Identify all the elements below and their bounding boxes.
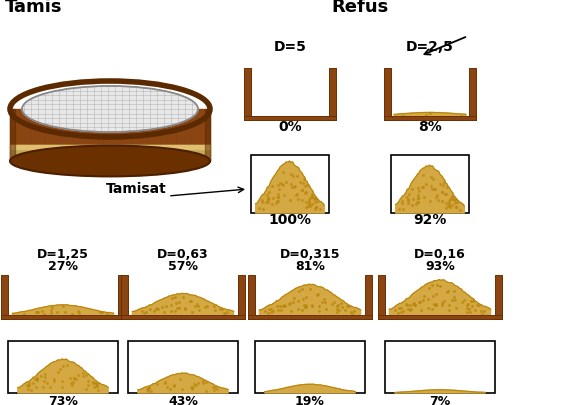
- Text: 92%: 92%: [413, 213, 446, 226]
- Bar: [118, 275, 125, 319]
- Bar: [384, 69, 391, 121]
- Text: 8%: 8%: [418, 120, 442, 134]
- Bar: [365, 275, 372, 319]
- Polygon shape: [10, 146, 210, 149]
- Bar: [1, 315, 125, 319]
- Bar: [121, 315, 245, 319]
- Bar: [384, 117, 476, 121]
- Bar: [378, 315, 502, 319]
- Text: 27%: 27%: [48, 259, 78, 272]
- Text: Tamis: Tamis: [5, 0, 62, 16]
- Polygon shape: [10, 110, 15, 162]
- Bar: [469, 69, 476, 121]
- Text: D=0,16: D=0,16: [414, 247, 466, 260]
- Polygon shape: [138, 373, 228, 393]
- Polygon shape: [12, 305, 114, 315]
- Text: 7%: 7%: [430, 394, 450, 405]
- Text: 100%: 100%: [269, 213, 311, 226]
- Polygon shape: [10, 146, 210, 162]
- Polygon shape: [395, 390, 485, 393]
- Text: D=1,25: D=1,25: [37, 247, 89, 260]
- Polygon shape: [18, 359, 108, 393]
- Bar: [391, 156, 469, 213]
- Polygon shape: [132, 294, 234, 315]
- Bar: [495, 275, 502, 319]
- Text: 93%: 93%: [425, 259, 455, 272]
- Text: D=0,315: D=0,315: [280, 247, 340, 260]
- Bar: [378, 275, 385, 319]
- Polygon shape: [260, 284, 360, 315]
- Bar: [1, 275, 8, 319]
- Bar: [248, 315, 372, 319]
- Bar: [121, 275, 128, 319]
- Ellipse shape: [10, 146, 210, 177]
- Polygon shape: [265, 384, 355, 393]
- Text: Tamisat: Tamisat: [106, 181, 167, 196]
- Bar: [128, 341, 238, 393]
- Text: 73%: 73%: [48, 394, 78, 405]
- Bar: [255, 341, 365, 393]
- Text: D=0,63: D=0,63: [157, 247, 209, 260]
- Bar: [8, 341, 118, 393]
- Text: 81%: 81%: [295, 259, 325, 272]
- Text: D=2,5: D=2,5: [406, 40, 454, 54]
- Polygon shape: [390, 280, 490, 315]
- Ellipse shape: [22, 87, 198, 133]
- Text: 43%: 43%: [168, 394, 198, 405]
- Text: D=5: D=5: [274, 40, 306, 54]
- Text: Refus: Refus: [332, 0, 388, 16]
- Bar: [248, 275, 255, 319]
- Polygon shape: [205, 110, 210, 162]
- Bar: [244, 117, 336, 121]
- Text: 19%: 19%: [295, 394, 325, 405]
- Bar: [244, 69, 251, 121]
- Polygon shape: [394, 113, 466, 117]
- Bar: [385, 341, 495, 393]
- Polygon shape: [256, 162, 324, 213]
- Polygon shape: [396, 166, 464, 213]
- Polygon shape: [10, 110, 210, 162]
- Text: 0%: 0%: [278, 120, 302, 134]
- Bar: [329, 69, 336, 121]
- Bar: [238, 275, 245, 319]
- Text: 57%: 57%: [168, 259, 198, 272]
- Bar: [251, 156, 329, 213]
